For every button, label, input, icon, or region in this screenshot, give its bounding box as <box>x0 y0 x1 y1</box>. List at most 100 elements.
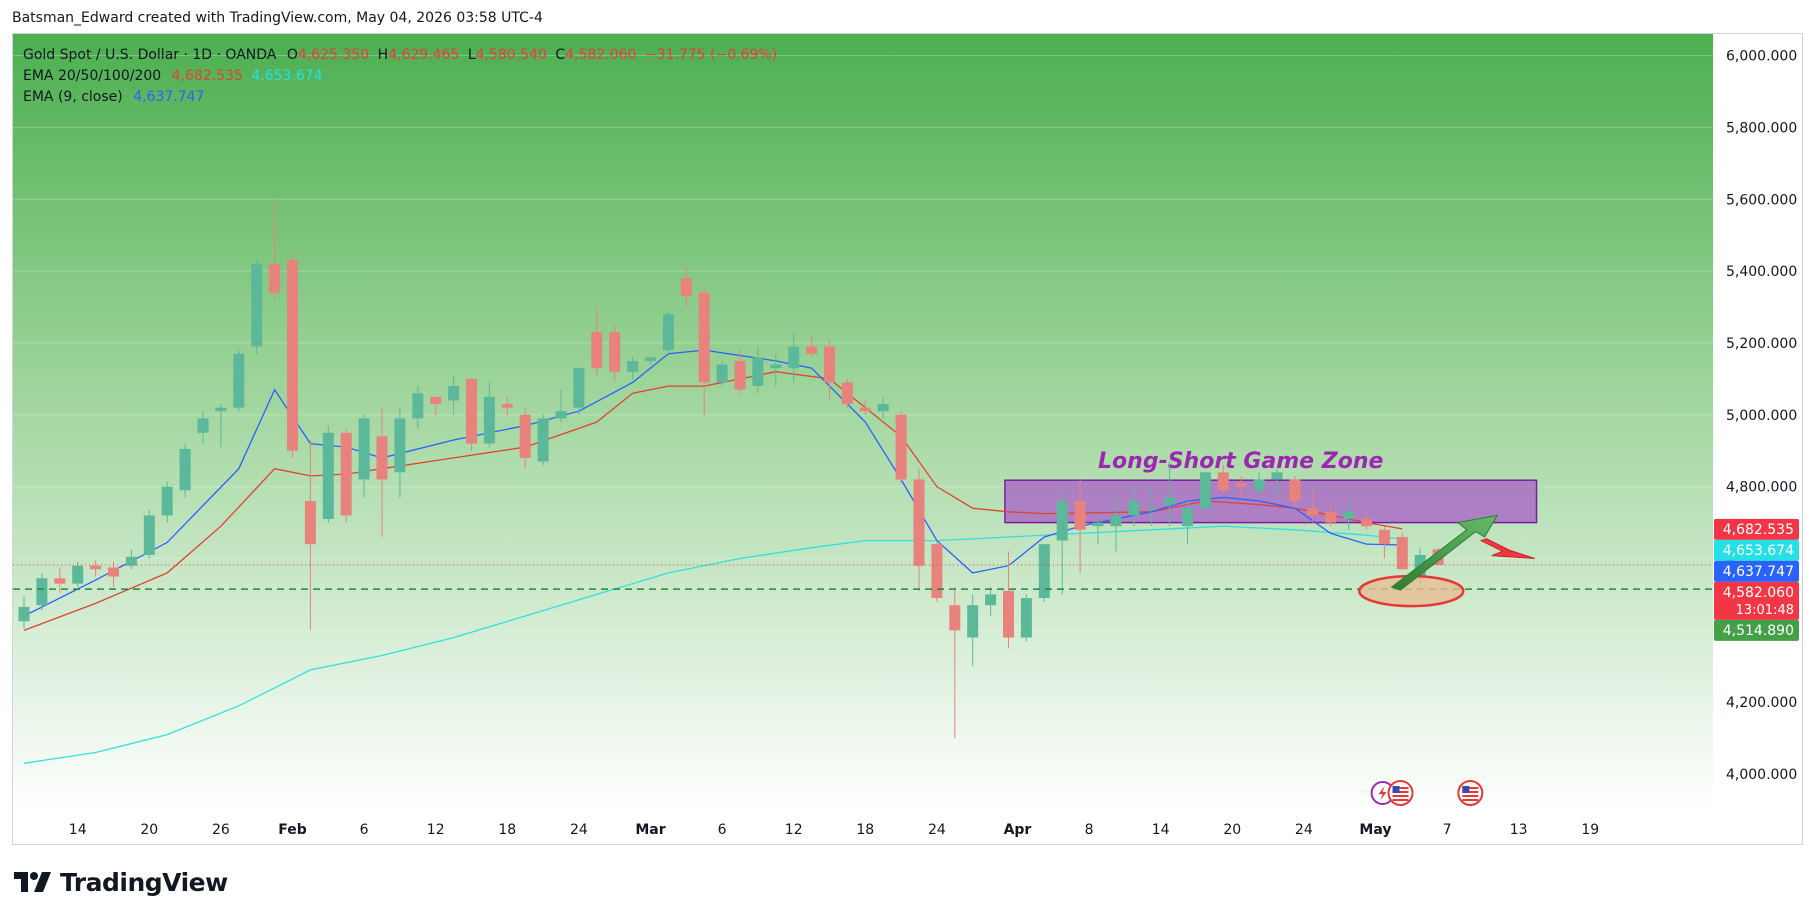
game-zone-rect <box>1004 479 1538 524</box>
candle-body <box>967 605 979 638</box>
y-tick-label: 5,600.000 <box>1726 192 1797 208</box>
time-axis[interactable]: 14 20 26 Feb 6 12 18 24 Mar 6 12 18 24 Apr 8 14 20 24 May 7… <box>69 822 1599 838</box>
x-tick-label: 18 <box>498 822 516 838</box>
candle-body <box>197 418 209 433</box>
candle-body <box>913 479 925 566</box>
candle-body <box>36 578 48 606</box>
candle-body <box>859 407 871 412</box>
ema9-value: 4,637.747 <box>133 89 205 105</box>
y-tick-label: 5,800.000 <box>1726 120 1797 136</box>
price-tag-value: 4,637.747 <box>1723 564 1794 580</box>
candle-body <box>1110 515 1122 527</box>
us-flag-icon[interactable] <box>1457 780 1484 806</box>
candle-body <box>841 382 853 405</box>
x-tick-label: Apr <box>1004 822 1032 838</box>
candle-body <box>698 292 710 383</box>
candle-body <box>125 556 137 566</box>
candle-body <box>609 332 621 372</box>
candle-body <box>18 607 30 622</box>
candle-body <box>304 501 316 545</box>
candle-body <box>376 436 388 480</box>
x-tick-label: 24 <box>570 822 588 838</box>
price-tag: 4,514.890 <box>1714 619 1799 641</box>
chart-background <box>13 34 1713 810</box>
high-value: 4,629.465 <box>388 47 460 63</box>
candle-body <box>179 448 191 491</box>
symbol-title[interactable]: Gold Spot / U.S. Dollar · 1D · OANDA <box>23 47 277 63</box>
candle-body <box>824 346 835 383</box>
candle-body <box>1378 529 1390 545</box>
high-label: H <box>377 47 389 63</box>
legend-ema-multi-row[interactable]: EMA 20/50/100/200 4,682.535 4,653.674 <box>23 66 777 87</box>
candle-body <box>233 353 245 408</box>
up-arrow <box>1390 514 1499 591</box>
candle-body <box>1396 536 1408 570</box>
candle-body <box>770 364 782 369</box>
x-tick-label: 14 <box>1152 822 1170 838</box>
candle-body <box>412 393 424 419</box>
price-axis[interactable]: 6,000.000 5,800.000 5,600.000 5,400.000 5,20… <box>1726 49 1797 784</box>
candle-body <box>394 418 406 473</box>
candle-body <box>680 278 692 297</box>
candle-body <box>430 396 442 405</box>
chart-panel[interactable] <box>12 33 1803 845</box>
candle-body <box>501 404 513 408</box>
candle-body <box>1164 497 1176 505</box>
chart-caption: Batsman_Edward created with TradingView.… <box>12 10 543 26</box>
grid <box>13 55 1713 775</box>
candle-body <box>1235 483 1247 487</box>
candle-body <box>788 346 800 369</box>
x-tick-label: 26 <box>212 822 230 838</box>
us-flag-icon[interactable] <box>1387 780 1414 806</box>
candle-body <box>161 486 173 516</box>
zone-layer: Long-Short Game Zone <box>1004 449 1538 524</box>
low-value: 4,580.540 <box>475 47 547 63</box>
y-tick-label: 6,000.000 <box>1726 49 1797 65</box>
candle-body <box>1092 522 1104 527</box>
candle-body <box>716 364 728 383</box>
x-tick-label: 14 <box>69 822 87 838</box>
candle-body <box>1038 544 1050 599</box>
candle-body <box>1253 479 1265 491</box>
legend-symbol-row: Gold Spot / U.S. Dollar · 1D · OANDA O4,… <box>23 45 777 66</box>
down-arrow <box>1479 538 1535 560</box>
x-tick-label: 12 <box>427 822 445 838</box>
candle-body <box>358 418 370 480</box>
x-tick-label: 24 <box>1295 822 1313 838</box>
ema100-value: 4,653.674 <box>251 68 323 84</box>
tradingview-logo[interactable]: TradingView <box>14 868 228 897</box>
candle-body <box>1325 511 1337 523</box>
candle-body <box>1182 508 1193 527</box>
candle-body <box>1128 501 1140 516</box>
chart-legend: Gold Spot / U.S. Dollar · 1D · OANDA O4,… <box>23 45 777 108</box>
candle-body <box>1307 508 1319 516</box>
annotations <box>13 514 1713 806</box>
candle-body <box>90 565 102 570</box>
price-tag: 4,682.535 <box>1714 518 1799 540</box>
candle-body <box>269 263 281 293</box>
candle-body <box>895 414 907 480</box>
x-tick-label: 6 <box>718 822 727 838</box>
ema9-label: EMA (9, close) <box>23 89 123 105</box>
candle-body <box>1003 590 1014 638</box>
candle-body <box>1146 508 1158 510</box>
candle-body <box>448 386 460 401</box>
y-tick-label: 4,200.000 <box>1726 695 1797 711</box>
price-tags: 4,682.535 4,653.674 4,637.747 4,582.060 13:0… <box>1714 518 1799 641</box>
candle-body <box>143 515 155 555</box>
x-tick-label: 20 <box>1223 822 1241 838</box>
y-tick-label: 5,400.000 <box>1726 264 1797 280</box>
countdown-timer: 13:01:48 <box>1736 603 1794 618</box>
candle-body <box>215 407 227 412</box>
candle-body <box>483 396 495 444</box>
close-value: 4,582.060 <box>565 47 637 63</box>
x-tick-label: 12 <box>785 822 803 838</box>
x-tick-label: 19 <box>1581 822 1599 838</box>
candle-body <box>287 260 298 451</box>
x-tick-label: 24 <box>928 822 946 838</box>
candle-body <box>734 360 746 390</box>
legend-ema9-row[interactable]: EMA (9, close) 4,637.747 <box>23 87 777 108</box>
x-tick-label: 13 <box>1510 822 1528 838</box>
candle-body <box>72 565 84 584</box>
